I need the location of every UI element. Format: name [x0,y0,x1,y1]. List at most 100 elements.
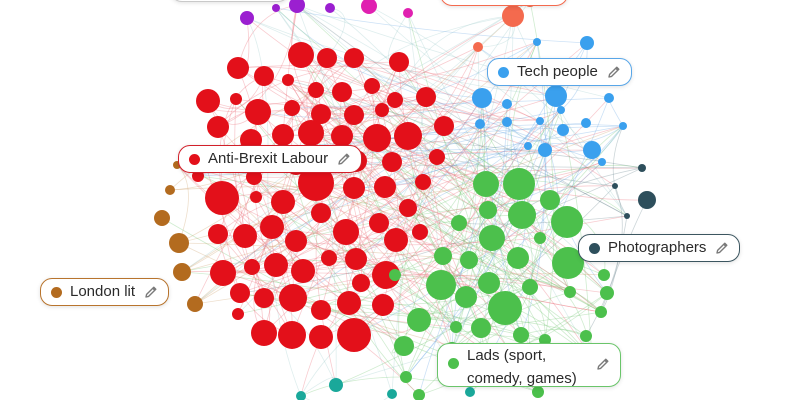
graph-node[interactable] [557,124,569,136]
graph-node[interactable] [272,4,280,12]
graph-node[interactable] [317,48,337,68]
graph-node[interactable] [169,233,189,253]
graph-node[interactable] [254,66,274,86]
graph-node[interactable] [624,213,630,219]
graph-node[interactable] [478,272,500,294]
graph-node[interactable] [210,260,236,286]
graph-node[interactable] [455,286,477,308]
cluster-tag-photographers[interactable]: Photographers [578,234,741,262]
graph-node[interactable] [284,100,300,116]
graph-node[interactable] [282,74,294,86]
graph-node[interactable] [557,106,565,114]
graph-node[interactable] [465,387,475,397]
graph-node[interactable] [412,224,428,240]
cluster-tag-lads[interactable]: Lads (sport, comedy, games) [437,343,621,387]
graph-node[interactable] [475,119,485,129]
graph-node[interactable] [460,251,478,269]
graph-node[interactable] [524,142,532,150]
graph-node[interactable] [372,294,394,316]
graph-node[interactable] [288,42,314,68]
pencil-icon[interactable] [606,64,622,80]
graph-node[interactable] [545,85,567,107]
graph-node[interactable] [507,247,529,269]
graph-node[interactable] [369,213,389,233]
graph-node[interactable] [600,286,614,300]
graph-node[interactable] [372,261,400,289]
graph-node[interactable] [389,269,401,281]
graph-node[interactable] [329,378,343,392]
graph-node[interactable] [245,99,271,125]
graph-node[interactable] [538,143,552,157]
graph-node[interactable] [250,191,262,203]
graph-node[interactable] [581,118,591,128]
graph-node[interactable] [540,190,560,210]
graph-node[interactable] [503,168,535,200]
graph-node[interactable] [394,122,422,150]
pencil-icon[interactable] [714,240,730,256]
cluster-tag-tech-people[interactable]: Tech people [487,58,632,86]
graph-node[interactable] [416,87,436,107]
graph-node[interactable] [580,36,594,50]
graph-node[interactable] [291,259,315,283]
graph-node[interactable] [192,170,204,182]
graph-node[interactable] [400,371,412,383]
graph-node[interactable] [583,141,601,159]
graph-node[interactable] [344,48,364,68]
graph-node[interactable] [604,93,614,103]
graph-node[interactable] [471,318,491,338]
graph-node[interactable] [343,177,365,199]
graph-node[interactable] [272,124,294,146]
graph-node[interactable] [502,117,512,127]
graph-node[interactable] [580,330,592,342]
graph-node[interactable] [375,103,389,117]
graph-node[interactable] [311,203,331,223]
pencil-icon[interactable] [595,356,611,372]
graph-node[interactable] [502,99,512,109]
graph-node[interactable] [564,286,576,298]
graph-node[interactable] [240,11,254,25]
cluster-tag-london-lit[interactable]: London lit [40,278,170,306]
graph-node[interactable] [536,117,544,125]
graph-node[interactable] [345,248,367,270]
cluster-tag-partial-top-left[interactable] [170,0,290,2]
graph-node[interactable] [309,325,333,349]
graph-node[interactable] [298,120,324,146]
graph-node[interactable] [532,386,544,398]
graph-node[interactable] [333,219,359,245]
cluster-tag-partial-top[interactable] [440,0,568,6]
graph-node[interactable] [389,52,409,72]
graph-node[interactable] [450,321,462,333]
graph-node[interactable] [289,0,305,13]
graph-node[interactable] [364,78,380,94]
graph-node[interactable] [285,230,307,252]
graph-node[interactable] [187,296,203,312]
graph-node[interactable] [595,306,607,318]
graph-node[interactable] [279,284,307,312]
graph-node[interactable] [473,42,483,52]
graph-node[interactable] [382,152,402,172]
graph-node[interactable] [488,291,522,325]
graph-node[interactable] [451,215,467,231]
graph-node[interactable] [638,191,656,209]
graph-node[interactable] [271,190,295,214]
pencil-icon[interactable] [143,284,159,300]
graph-node[interactable] [551,206,583,238]
graph-node[interactable] [311,104,331,124]
graph-node[interactable] [407,308,431,332]
graph-node[interactable] [472,88,492,108]
graph-node[interactable] [612,183,618,189]
graph-node[interactable] [233,224,257,248]
graph-node[interactable] [473,171,499,197]
graph-node[interactable] [387,92,403,108]
graph-node[interactable] [337,291,361,315]
graph-node[interactable] [251,320,277,346]
graph-node[interactable] [331,125,353,147]
graph-node[interactable] [508,201,536,229]
graph-node[interactable] [403,8,413,18]
graph-node[interactable] [244,259,260,275]
graph-node[interactable] [208,224,228,244]
graph-node[interactable] [321,250,337,266]
graph-node[interactable] [165,185,175,195]
graph-node[interactable] [426,270,456,300]
